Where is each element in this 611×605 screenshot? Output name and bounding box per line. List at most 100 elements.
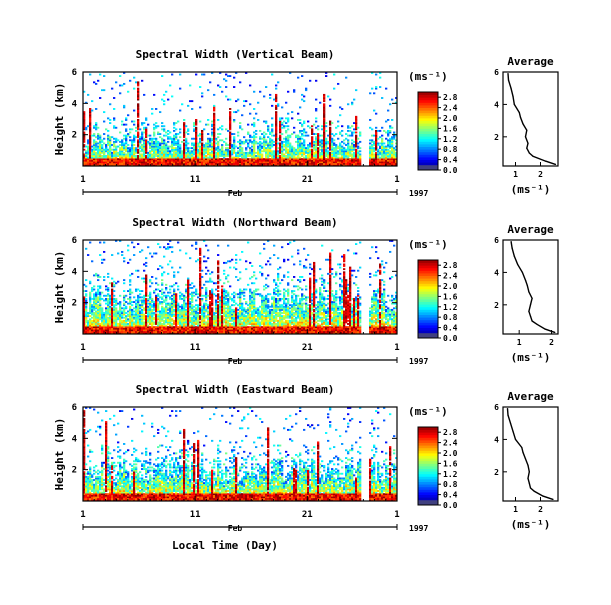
heatmap-cell	[163, 128, 165, 130]
heatmap-cell	[351, 143, 353, 145]
heatmap-cell	[159, 296, 161, 298]
heatmap-cell	[153, 132, 155, 134]
heatmap-cell	[195, 300, 197, 302]
heatmap-cell	[329, 121, 331, 123]
heatmap-cell	[189, 317, 191, 319]
heatmap-cell	[235, 146, 237, 148]
colorbar-swatch	[418, 113, 438, 116]
heatmap-cell	[261, 133, 263, 135]
heatmap-cell	[291, 146, 293, 148]
heatmap-cell	[255, 130, 257, 132]
heatmap-cell	[211, 132, 213, 134]
heatmap-cell	[335, 144, 337, 146]
heatmap-cell	[153, 317, 155, 319]
heatmap-cell	[127, 323, 129, 325]
heatmap-cell	[133, 124, 135, 126]
heatmap-cell	[207, 249, 209, 251]
heatmap-cell	[379, 130, 381, 132]
heatmap-cell	[137, 103, 139, 105]
heatmap-cell	[115, 127, 117, 129]
heatmap-cell	[171, 153, 173, 155]
heatmap-cell	[131, 139, 133, 141]
heatmap-cell	[145, 262, 147, 264]
heatmap-cell	[349, 127, 351, 129]
heatmap-cell	[201, 276, 203, 278]
heatmap-cell	[99, 323, 101, 325]
heatmap-cell	[165, 284, 167, 286]
heatmap-cell	[195, 242, 197, 244]
heatmap-cell	[311, 136, 313, 138]
colorbar-tick-label: 0.4	[443, 156, 458, 165]
heatmap-cell	[217, 85, 219, 87]
heatmap-cell	[201, 287, 203, 289]
heatmap-cell	[259, 91, 261, 93]
heatmap-cell	[249, 113, 251, 115]
heatmap-cell	[91, 320, 93, 322]
heatmap-cell	[223, 141, 225, 143]
heatmap-cell	[339, 106, 341, 108]
heatmap-cell	[185, 132, 187, 134]
heatmap-cell	[91, 287, 93, 289]
colorbar-swatch	[418, 100, 438, 103]
heatmap-cell	[355, 89, 357, 91]
heatmap-cell	[107, 149, 109, 151]
heatmap-cell	[87, 320, 89, 322]
heatmap-cell	[191, 100, 193, 102]
heatmap-cell	[391, 127, 393, 129]
heatmap-cell	[261, 153, 263, 155]
heatmap-cell	[117, 146, 119, 148]
colorbar-swatch	[418, 152, 438, 155]
heatmap-cell	[139, 136, 141, 138]
heatmap-cell	[307, 125, 309, 127]
heatmap-cell	[287, 149, 289, 151]
heatmap-cell	[383, 143, 385, 145]
heatmap-cell	[267, 136, 269, 138]
heatmap-cell	[169, 246, 171, 248]
heatmap-cell	[157, 289, 159, 291]
heatmap-cell	[319, 135, 321, 137]
heatmap-cell	[189, 325, 191, 327]
panel-2: Spectral Width (Northward Beam)642Height…	[53, 216, 558, 366]
heatmap-cell	[315, 121, 317, 123]
heatmap-cell	[391, 136, 393, 138]
y-tick-label: 2	[72, 131, 77, 141]
heatmap-cell	[201, 130, 203, 132]
heatmap-cell	[155, 138, 157, 140]
heatmap-cell	[117, 253, 119, 255]
heatmap-cell	[131, 301, 133, 303]
heatmap-cell	[171, 96, 173, 98]
heatmap-cell	[103, 75, 105, 77]
heatmap-cell	[339, 132, 341, 134]
heatmap-cell	[321, 139, 323, 141]
average-point	[510, 88, 511, 89]
heatmap-cell	[315, 133, 317, 135]
heatmap-cell	[187, 143, 189, 145]
heatmap-cell	[353, 132, 355, 134]
heatmap-cell	[377, 143, 379, 145]
heatmap-cell	[267, 125, 269, 127]
heatmap-cell	[327, 147, 329, 149]
heatmap-cell	[139, 304, 141, 306]
heatmap-cell	[101, 307, 103, 309]
heatmap-cell	[183, 139, 185, 141]
heatmap-cell	[143, 321, 145, 323]
heatmap-cell	[133, 254, 135, 256]
heatmap-cell	[157, 268, 159, 270]
heatmap-cell	[197, 135, 199, 137]
heatmap-cell	[375, 127, 377, 129]
heatmap-cell	[121, 254, 123, 256]
heatmap-cell	[341, 146, 343, 148]
heatmap-cell	[225, 86, 227, 88]
heatmap-cell	[199, 325, 201, 327]
heatmap-cell	[99, 135, 101, 137]
heatmap-cell	[121, 251, 123, 253]
heatmap-cell	[333, 135, 335, 137]
heatmap-cell	[281, 141, 283, 143]
heatmap-cell	[205, 155, 207, 157]
heatmap-cell	[173, 135, 175, 137]
heatmap-cell	[111, 278, 113, 280]
heatmap-cell	[101, 298, 103, 300]
heatmap-cell	[93, 274, 95, 276]
heatmap-cell	[207, 157, 209, 159]
heatmap-cell	[215, 300, 217, 302]
